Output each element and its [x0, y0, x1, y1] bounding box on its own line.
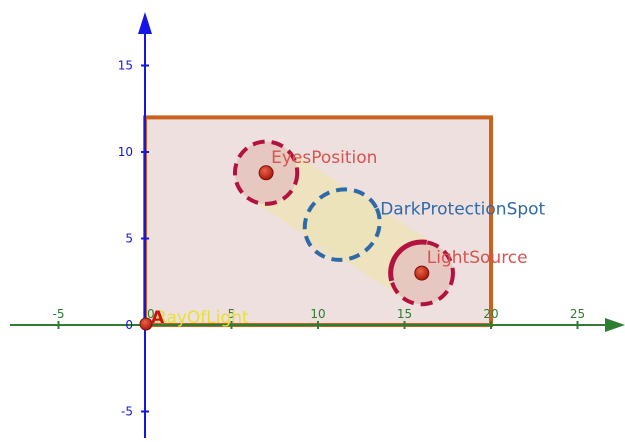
- x-axis-arrowhead: [605, 318, 625, 332]
- x-tick-label: 20: [483, 307, 498, 321]
- y-tick-label: 10: [118, 145, 133, 159]
- origin-point[interactable]: [139, 317, 153, 331]
- x-tick-label: 25: [570, 307, 585, 321]
- dark-protection-spot-ellipse[interactable]: [293, 177, 391, 272]
- x-tick-label: 10: [310, 307, 325, 321]
- eyes-position-point[interactable]: [258, 165, 274, 181]
- x-tick-label: 5: [228, 307, 236, 321]
- light-source-point[interactable]: [414, 265, 430, 281]
- y-tick-label: 15: [118, 59, 133, 73]
- y-axis-ticks: -5 0 5 10 15: [118, 59, 149, 419]
- dark-protection-spot-label: DarkProtectionSpot: [380, 200, 545, 220]
- y-axis-arrowhead: [138, 12, 152, 34]
- x-tick-label: 15: [397, 307, 412, 321]
- y-tick-label: 0: [125, 318, 133, 332]
- ray-of-light-label: RayOfLight: [155, 308, 249, 328]
- x-tick-label: 0: [147, 307, 155, 321]
- eyes-position-label: EyesPosition: [271, 148, 377, 168]
- light-source-label: LightSource: [427, 248, 528, 268]
- light-source-arc[interactable]: [388, 239, 428, 282]
- y-axis: -5 0 5 10 15: [118, 12, 152, 438]
- y-tick-label: 5: [125, 232, 133, 246]
- x-tick-label: -5: [53, 307, 65, 321]
- y-tick-label: -5: [121, 405, 133, 419]
- origin-point-label: A: [151, 308, 165, 328]
- x-axis: -5 0 5 10 15 20 25: [10, 307, 625, 332]
- x-axis-ticks: -5 0 5 10 15 20 25: [53, 307, 585, 329]
